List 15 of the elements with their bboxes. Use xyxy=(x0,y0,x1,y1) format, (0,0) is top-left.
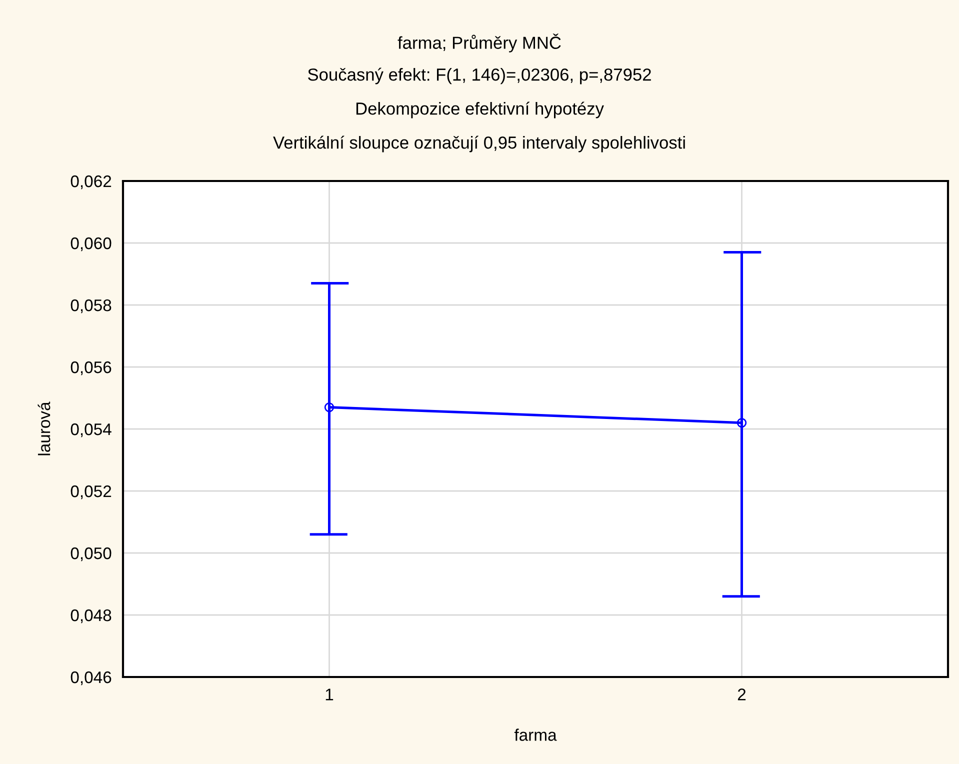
y-tick-label: 0,056 xyxy=(70,361,112,376)
y-tick-label: 0,050 xyxy=(70,547,112,562)
y-tick-label: 0,046 xyxy=(70,671,112,686)
y-tick-label: 0,058 xyxy=(70,299,112,314)
x-axis-title: farma xyxy=(514,728,557,741)
y-axis-title: laurová xyxy=(38,402,50,456)
x-tick-label: 1 xyxy=(326,688,334,700)
y-tick-label: 0,060 xyxy=(70,237,112,252)
x-tick-label: 2 xyxy=(738,688,746,700)
y-tick-label: 0,048 xyxy=(70,609,112,624)
chart-subtitle: Současný efekt: F(1, 146)=,02306, p=,87952 Dekompozice efektivní hypotézy Vertikální sloupce označují 0,95 intervaly spolehlivosti xyxy=(273,68,685,152)
y-tick-label: 0,054 xyxy=(70,423,112,438)
y-tick-label: 0,062 xyxy=(70,175,112,190)
y-tick-label: 0,052 xyxy=(70,485,112,500)
chart-title: farma; Průměry MNČ xyxy=(398,34,561,52)
